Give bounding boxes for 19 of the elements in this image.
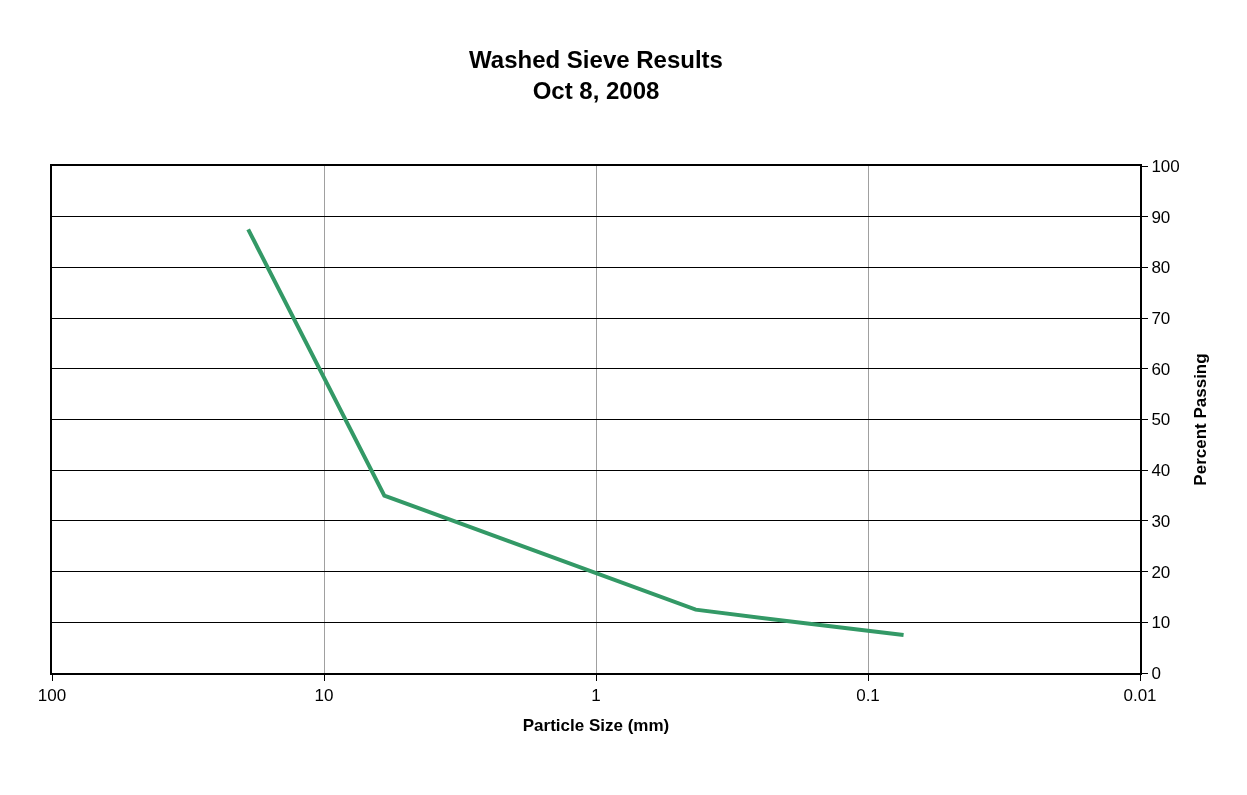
y-axis-title: Percent Passing	[1190, 353, 1210, 486]
y-tick-label: 40	[1151, 461, 1171, 481]
x-tick-label: 0.1	[856, 686, 880, 706]
y-tick-label: 80	[1151, 258, 1171, 278]
y-tick-label: 90	[1151, 207, 1171, 227]
x-axis-title: Particle Size (mm)	[522, 716, 670, 736]
y-tick-label: 20	[1151, 562, 1171, 582]
x-tick-label: 0.01	[1123, 686, 1157, 706]
y-tick-label: 30	[1151, 511, 1171, 531]
y-tick-label: 0	[1151, 663, 1161, 683]
y-tick-label: 70	[1151, 309, 1171, 329]
chart-title: Washed Sieve Results Oct 8, 2008	[469, 45, 723, 104]
x-tick-label: 10	[314, 686, 334, 706]
y-tick-label: 100	[1151, 156, 1180, 176]
x-tick-label: 1	[591, 686, 601, 706]
y-tick-label: 50	[1151, 410, 1171, 430]
y-tick-label: 10	[1151, 613, 1171, 633]
y-tick-label: 60	[1151, 359, 1171, 379]
x-tick-label: 100	[37, 686, 67, 706]
